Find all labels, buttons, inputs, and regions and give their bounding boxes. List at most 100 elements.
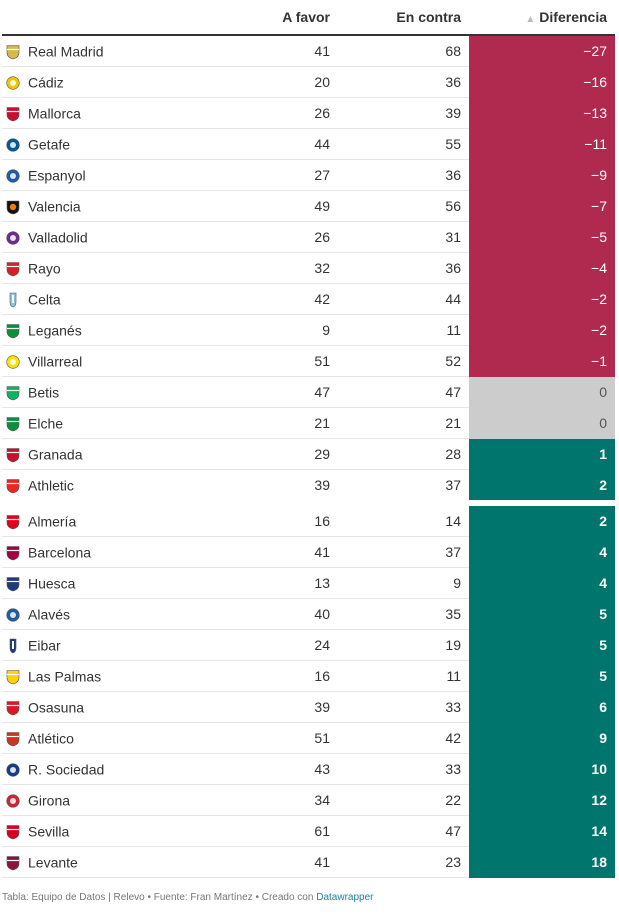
club-crest-icon bbox=[6, 447, 20, 463]
header-diferencia-label: Diferencia bbox=[539, 9, 607, 25]
diferencia-cell: 5 bbox=[469, 629, 615, 661]
team-name: Atlético bbox=[28, 730, 74, 747]
team-name: Sevilla bbox=[28, 823, 70, 840]
team-name: Elche bbox=[28, 415, 64, 432]
table-row: Granada 29 28 1 bbox=[2, 438, 615, 470]
en-contra-cell: 68 bbox=[338, 35, 469, 67]
a-favor-cell: 42 bbox=[220, 283, 338, 315]
table-row: Almería 16 14 2 bbox=[2, 500, 615, 537]
a-favor-cell: 21 bbox=[220, 407, 338, 439]
table-row: Elche 21 21 0 bbox=[2, 407, 615, 439]
club-crest-icon bbox=[6, 199, 20, 215]
team-cell: Betis bbox=[2, 376, 220, 408]
club-crest-icon bbox=[6, 416, 20, 432]
diferencia-cell: −1 bbox=[469, 345, 615, 377]
team-cell: R. Sociedad bbox=[2, 753, 220, 785]
table-row: Cádiz 20 36 −16 bbox=[2, 66, 615, 98]
team-name: Villarreal bbox=[28, 353, 83, 370]
table-row: Leganés 9 11 −2 bbox=[2, 314, 615, 346]
diferencia-cell: −4 bbox=[469, 252, 615, 284]
en-contra-cell: 19 bbox=[338, 629, 469, 661]
diferencia-cell: −11 bbox=[469, 128, 615, 160]
diferencia-cell: 9 bbox=[469, 722, 615, 754]
en-contra-cell: 23 bbox=[338, 846, 469, 878]
diferencia-cell: 5 bbox=[469, 660, 615, 692]
team-cell: Huesca bbox=[2, 567, 220, 599]
table-row: Getafe 44 55 −11 bbox=[2, 128, 615, 160]
header-diferencia[interactable]: ▲ Diferencia bbox=[469, 0, 615, 36]
diferencia-cell: 0 bbox=[469, 407, 615, 439]
en-contra-cell: 55 bbox=[338, 128, 469, 160]
team-cell: Atlético bbox=[2, 722, 220, 754]
table-row: Rayo 32 36 −4 bbox=[2, 252, 615, 284]
en-contra-cell: 31 bbox=[338, 221, 469, 253]
club-crest-icon bbox=[6, 700, 20, 716]
club-crest-icon bbox=[6, 855, 20, 871]
en-contra-cell: 42 bbox=[338, 722, 469, 754]
table-row: Mallorca 26 39 −13 bbox=[2, 97, 615, 129]
table-row: Real Madrid 41 68 −27 bbox=[2, 35, 615, 67]
a-favor-cell: 9 bbox=[220, 314, 338, 346]
team-cell: Getafe bbox=[2, 128, 220, 160]
team-name: Real Madrid bbox=[28, 43, 104, 60]
a-favor-cell: 39 bbox=[220, 691, 338, 723]
team-name: Barcelona bbox=[28, 544, 92, 561]
en-contra-cell: 21 bbox=[338, 407, 469, 439]
team-cell: Leganés bbox=[2, 314, 220, 346]
team-cell: Elche bbox=[2, 407, 220, 439]
team-cell: Girona bbox=[2, 784, 220, 816]
diferencia-cell: −2 bbox=[469, 283, 615, 315]
club-crest-icon bbox=[6, 762, 20, 778]
team-cell: Athletic bbox=[2, 469, 220, 504]
team-name: Alavés bbox=[28, 606, 71, 623]
diferencia-cell: 0 bbox=[469, 376, 615, 408]
header-en-contra[interactable]: En contra bbox=[338, 0, 469, 36]
diferencia-cell: 10 bbox=[469, 753, 615, 785]
header-team[interactable] bbox=[2, 0, 220, 36]
en-contra-cell: 37 bbox=[338, 536, 469, 568]
a-favor-cell: 47 bbox=[220, 376, 338, 408]
team-name: Leganés bbox=[28, 322, 82, 339]
a-favor-cell: 40 bbox=[220, 598, 338, 630]
club-crest-icon bbox=[6, 230, 20, 246]
team-name: R. Sociedad bbox=[28, 761, 105, 778]
diferencia-cell: −16 bbox=[469, 66, 615, 98]
a-favor-cell: 44 bbox=[220, 128, 338, 160]
table-row: Eibar 24 19 5 bbox=[2, 629, 615, 661]
a-favor-cell: 39 bbox=[220, 469, 338, 504]
team-cell: Mallorca bbox=[2, 97, 220, 129]
en-contra-cell: 47 bbox=[338, 376, 469, 408]
club-crest-icon bbox=[6, 545, 20, 561]
team-cell: Osasuna bbox=[2, 691, 220, 723]
diferencia-cell: −7 bbox=[469, 190, 615, 222]
table-row: Valladolid 26 31 −5 bbox=[2, 221, 615, 253]
team-cell: Las Palmas bbox=[2, 660, 220, 692]
team-name: Rayo bbox=[28, 260, 61, 277]
club-crest-icon bbox=[6, 607, 20, 623]
team-name: Athletic bbox=[28, 477, 74, 494]
team-cell: Granada bbox=[2, 438, 220, 470]
team-name: Valladolid bbox=[28, 229, 88, 246]
club-crest-icon bbox=[6, 385, 20, 401]
header-a-favor[interactable]: A favor bbox=[220, 0, 338, 36]
en-contra-cell: 36 bbox=[338, 252, 469, 284]
team-name: Getafe bbox=[28, 136, 71, 153]
datawrapper-link[interactable]: Datawrapper bbox=[316, 892, 374, 903]
table-row: Sevilla 61 47 14 bbox=[2, 815, 615, 847]
diferencia-cell: −9 bbox=[469, 159, 615, 191]
diferencia-cell: −5 bbox=[469, 221, 615, 253]
team-cell: Valladolid bbox=[2, 221, 220, 253]
team-cell: Real Madrid bbox=[2, 35, 220, 67]
table-row: Huesca 13 9 4 bbox=[2, 567, 615, 599]
a-favor-cell: 24 bbox=[220, 629, 338, 661]
table-row: Alavés 40 35 5 bbox=[2, 598, 615, 630]
a-favor-cell: 27 bbox=[220, 159, 338, 191]
data-table: A favor En contra ▲ Diferencia Real Madri… bbox=[2, 0, 615, 878]
team-cell: Barcelona bbox=[2, 536, 220, 568]
sort-ascending-icon: ▲ bbox=[525, 14, 536, 25]
en-contra-cell: 33 bbox=[338, 753, 469, 785]
team-name: Celta bbox=[28, 291, 61, 308]
en-contra-cell: 52 bbox=[338, 345, 469, 377]
club-crest-icon bbox=[6, 478, 20, 494]
en-contra-cell: 22 bbox=[338, 784, 469, 816]
